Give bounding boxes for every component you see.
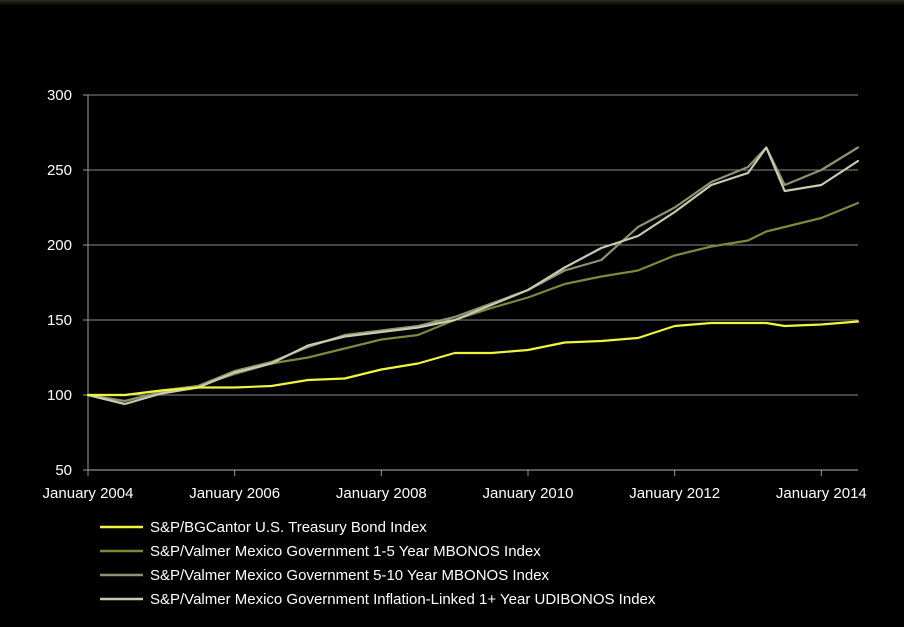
y-tick-label: 200 xyxy=(47,237,72,254)
series-line-1 xyxy=(86,320,860,397)
y-tick-label: 50 xyxy=(55,462,72,479)
x-axis-ticks: January 2004 January 2006 January 2008 Janu… xyxy=(43,470,867,502)
legend: S&P/BGCantor U.S. Treasury Bond Index S&P… xyxy=(100,519,656,608)
legend-label: S&P/Valmer Mexico Government 5-10 Year M… xyxy=(150,567,550,584)
y-axis-ticks: 50 100 150 200 250 300 xyxy=(47,87,88,479)
top-accent-strip xyxy=(0,0,904,6)
y-tick-label: 300 xyxy=(47,87,72,104)
y-tick-label: 250 xyxy=(47,162,72,179)
series-line-3 xyxy=(86,146,860,403)
x-tick-label: January 2010 xyxy=(483,485,574,502)
y-tick-label: 100 xyxy=(47,387,72,404)
y-tick-label: 150 xyxy=(47,312,72,329)
series-lines xyxy=(86,146,860,406)
legend-label: S&P/Valmer Mexico Government 1-5 Year MB… xyxy=(150,543,541,560)
grid-lines xyxy=(88,94,858,471)
x-tick-label: January 2012 xyxy=(629,485,720,502)
x-tick-label: January 2004 xyxy=(43,485,134,502)
legend-label: S&P/Valmer Mexico Government Inflation-L… xyxy=(150,591,656,608)
x-tick-label: January 2006 xyxy=(189,485,280,502)
series-line-2 xyxy=(86,201,860,397)
x-tick-label: January 2014 xyxy=(776,485,867,502)
series-line-4 xyxy=(86,146,860,406)
x-tick-label: January 2008 xyxy=(336,485,427,502)
legend-label: S&P/BGCantor U.S. Treasury Bond Index xyxy=(150,519,427,536)
